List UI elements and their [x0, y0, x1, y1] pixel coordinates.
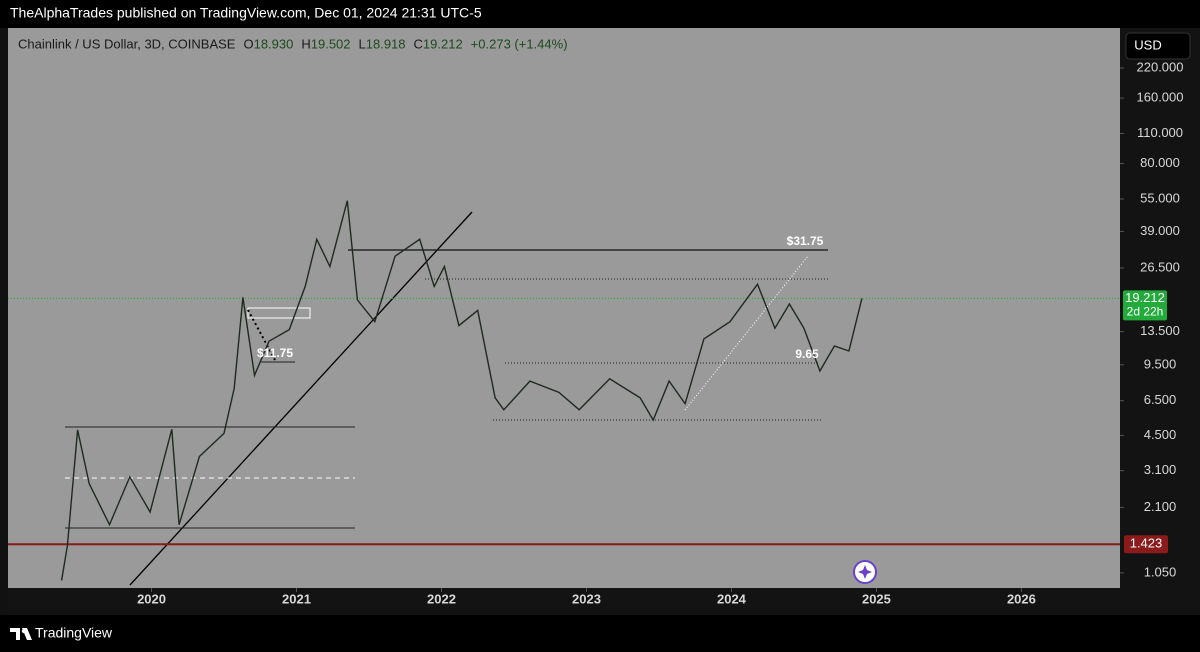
logo [10, 628, 32, 640]
y-tick-label: 55.000 [1140, 190, 1180, 205]
currency-label: USD [1134, 37, 1161, 52]
y-tick-label: 80.000 [1140, 155, 1180, 170]
level-label: 1.423 [1130, 536, 1163, 551]
trendline [129, 211, 473, 586]
y-tick-label: 26.500 [1140, 259, 1180, 274]
y-tick-label: 110.000 [1137, 125, 1183, 140]
ohlc-value: 19.212 [423, 36, 463, 51]
time-axis [8, 588, 1120, 615]
y-tick-label: 160.000 [1137, 90, 1184, 105]
x-tick-label: 2023 [572, 591, 601, 606]
x-tick-label: 2021 [282, 591, 311, 606]
ohlc-value: 18.918 [366, 36, 406, 51]
ohlc-key: H [301, 36, 310, 51]
event-star [858, 565, 872, 579]
y-tick-label: 6.500 [1144, 392, 1177, 407]
last-price-label: 19.212 [1125, 290, 1165, 305]
annotation: 9.65 [795, 347, 819, 361]
ohlc-key: O [243, 36, 253, 51]
plot-area [8, 28, 1120, 588]
currency-button[interactable] [1125, 32, 1191, 60]
y-tick-label: 9.500 [1144, 356, 1177, 371]
publisher-line: TheAlphaTrades published on TradingView.… [10, 5, 482, 21]
y-tick-label: 4.500 [1144, 427, 1177, 442]
logo-dot [21, 628, 27, 634]
countdown: 2d 22h [1127, 304, 1164, 318]
left-edge [0, 28, 8, 615]
y-tick-label: 13.500 [1140, 323, 1180, 338]
x-tick-label: 2025 [862, 591, 891, 606]
x-tick-label: 2020 [137, 591, 166, 606]
last-price-tag [1123, 290, 1167, 321]
ohlc-key: L [359, 36, 366, 51]
level-tag [1124, 535, 1168, 554]
symbol-title: Chainlink / US Dollar, 3D, COINBASE [18, 36, 236, 51]
y-tick-label: 3.100 [1144, 462, 1177, 477]
y-tick-label: 39.000 [1140, 223, 1180, 238]
box [247, 307, 311, 319]
x-tick-label: 2022 [427, 591, 456, 606]
annotation: $11.75 [257, 346, 293, 360]
x-tick-label: 2026 [1007, 591, 1036, 606]
ohlc-value: 19.502 [311, 36, 351, 51]
price-axis [1120, 28, 1200, 615]
annotation: $31.75 [787, 234, 824, 248]
y-tick-label: 2.100 [1144, 499, 1177, 514]
y-tick-label: 1.050 [1144, 564, 1177, 579]
price-line [60, 200, 863, 581]
ohlc-value: 18.930 [254, 36, 294, 51]
ohlc-key: C [414, 36, 423, 51]
ohlc-values: O 18.930 H 19.502 L 18.918 C 19.212 +0.273 (+1.4… [243, 36, 567, 51]
drawings [65, 211, 830, 586]
x-tick-label: 2024 [717, 591, 747, 606]
footer-brand: TradingView [35, 625, 113, 641]
y-tick-label: 220.000 [1137, 59, 1184, 74]
change: +0.273 (+1.44%) [471, 36, 568, 51]
